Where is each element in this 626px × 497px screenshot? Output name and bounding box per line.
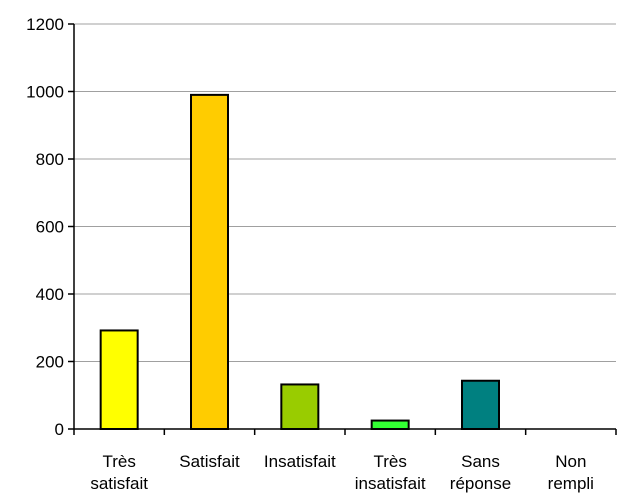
y-tick-label: 400: [36, 285, 64, 304]
x-tick-label-line: rempli: [548, 474, 594, 493]
x-tick-label-line: Très: [102, 452, 135, 471]
x-tick-label-line: insatisfait: [355, 474, 426, 493]
x-tick-label: Sans réponse: [450, 452, 511, 493]
x-tick-label-line: Très: [373, 452, 406, 471]
y-tick-label: 1000: [26, 83, 64, 102]
tick-labels: 0 200 400 600 800 1000 1200 Très satisfait Satisf…: [26, 15, 594, 493]
x-tick-label-line: Non: [555, 452, 586, 471]
gridlines: [74, 23, 616, 362]
x-tick-label-line: Satisfait: [179, 452, 240, 471]
y-tick-label: 0: [55, 420, 64, 439]
x-tick-label: Non rempli: [548, 452, 594, 493]
bar: [370, 419, 410, 430]
y-tick-label: 200: [36, 353, 64, 372]
y-tick-label: 1200: [26, 15, 64, 34]
x-tick-label: Très insatisfait: [355, 452, 426, 493]
bar: [280, 383, 320, 431]
bars: [99, 93, 500, 431]
bar: [190, 93, 229, 430]
x-tick-label: Insatisfait: [264, 452, 336, 471]
y-tick-label: 600: [36, 218, 64, 237]
axes: [68, 23, 617, 435]
bar: [461, 379, 500, 430]
y-tick-label: 800: [36, 150, 64, 169]
x-tick-label-line: Sans: [461, 452, 500, 471]
bar: [99, 329, 139, 431]
x-tick-label-line: satisfait: [90, 474, 148, 493]
x-tick-label: Très satisfait: [90, 452, 148, 493]
x-tick-label-line: réponse: [450, 474, 511, 493]
x-tick-label: Satisfait: [179, 452, 240, 471]
x-tick-label-line: Insatisfait: [264, 452, 336, 471]
